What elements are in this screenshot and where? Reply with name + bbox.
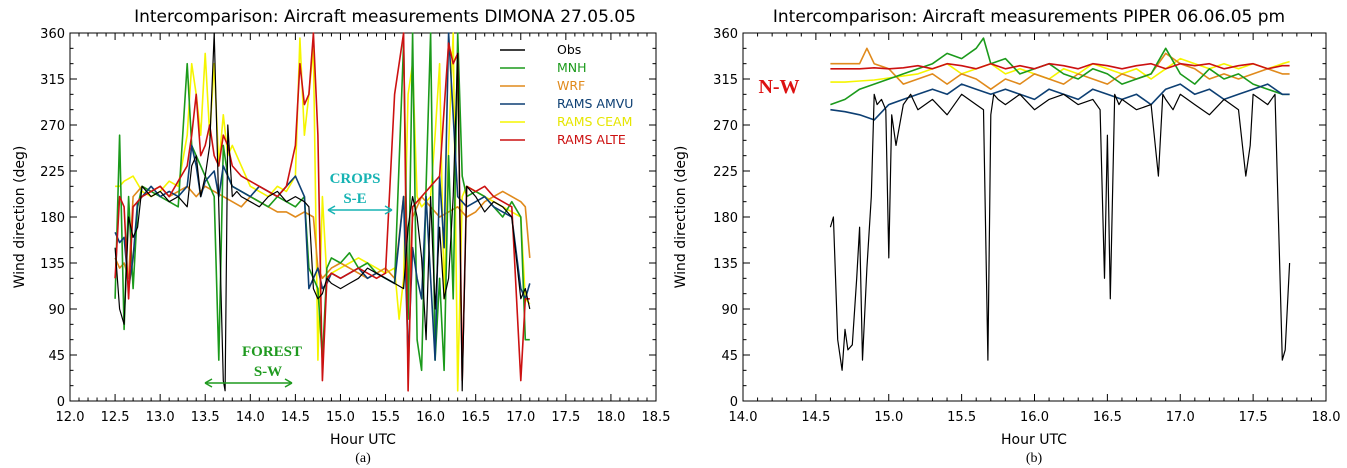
chart-title: Intercomparison: Aircraft measurements P…	[773, 7, 1285, 27]
y-axis-label: Wind direction (deg)	[12, 146, 28, 289]
x-tick-label: 18.0	[596, 410, 625, 425]
legend-item-rams-ceam: RAMS CEAM	[500, 114, 632, 129]
caption-a: (a)	[355, 451, 371, 466]
panel-a: Intercomparison: Aircraft measurements D…	[12, 7, 670, 466]
legend-item-mnh: MNH	[500, 60, 587, 75]
annotation-forest-direction: S-W	[254, 364, 282, 380]
series-line-mnh	[114, 32, 530, 372]
legend-item-wrf: WRF	[500, 78, 585, 93]
y-axis-label: Wind direction (deg)	[673, 146, 689, 289]
legend: Obs MNH WRF RAMS AMVU RAMS CEAM RAMS ALT…	[500, 42, 633, 147]
legend-label: WRF	[557, 78, 585, 93]
annotation-crops-arrowheads	[327, 205, 393, 215]
x-tick-label: 15.5	[947, 410, 976, 425]
caption-b: (b)	[1026, 451, 1043, 466]
plot-frame	[742, 32, 1327, 402]
x-tick-label: 16.5	[461, 410, 490, 425]
y-tick-label: 360	[713, 27, 738, 42]
x-tick-label: 18.5	[642, 410, 671, 425]
x-tick-label: 15.0	[326, 410, 355, 425]
x-tick-label: 14.5	[281, 410, 310, 425]
y-tick-label: 180	[40, 211, 65, 226]
series-line-rams-alte	[830, 62, 1290, 70]
y-tick-label: 135	[713, 257, 738, 272]
axis-ticks: 14.0 14.5 15.0 15.5 16.0 16.5 17.0 17.5 18.0 0 45 9…	[713, 27, 1340, 425]
series-group	[829, 37, 1291, 371]
series-line-rams-ceam	[830, 57, 1290, 83]
x-tick-label: 14.0	[236, 410, 265, 425]
annotation-forest-label: FOREST	[242, 344, 302, 360]
series-line-wrf	[114, 185, 531, 300]
annotation-crops-label: CROPS	[330, 171, 381, 187]
x-tick-label: 12.5	[101, 410, 130, 425]
x-axis-label: Hour UTC	[330, 432, 396, 448]
y-tick-label: 315	[40, 73, 65, 88]
annotation-crops: CROPS S-E	[327, 171, 393, 215]
series-line-rams-ceam	[115, 32, 531, 392]
series-line-obs	[114, 32, 531, 392]
y-tick-label: 45	[48, 349, 65, 364]
y-tick-label: 90	[721, 303, 738, 318]
y-tick-label: 225	[713, 165, 738, 180]
legend-label: MNH	[557, 60, 587, 75]
legend-label: RAMS ALTE	[557, 132, 626, 147]
y-tick-label: 180	[713, 211, 738, 226]
x-tick-label: 12.0	[56, 410, 85, 425]
panel-b: Intercomparison: Aircraft measurements P…	[673, 7, 1340, 466]
x-tick-label: 15.0	[874, 410, 903, 425]
x-axis-label: Hour UTC	[1001, 432, 1067, 448]
y-tick-label: 0	[57, 395, 65, 410]
chart-title: Intercomparison: Aircraft measurements D…	[134, 7, 636, 27]
annotation-forest-arrowheads	[204, 378, 293, 388]
x-tick-label: 16.0	[416, 410, 445, 425]
x-tick-label: 15.5	[371, 410, 400, 425]
y-tick-label: 225	[40, 165, 65, 180]
axis-ticks: 12.0 12.5 13.0 13.5 14.0 14.5 15.0 15.5 16.0 16.5…	[40, 27, 670, 425]
annotation-crops-direction: S-E	[343, 191, 366, 207]
y-tick-label: 0	[730, 395, 738, 410]
series-line-obs	[829, 93, 1291, 371]
legend-label: Obs	[557, 42, 581, 57]
series-line-rams-alte	[114, 32, 530, 392]
legend-item-obs: Obs	[500, 42, 581, 57]
series-group	[114, 32, 531, 392]
y-tick-label: 315	[713, 73, 738, 88]
y-tick-label: 90	[48, 303, 65, 318]
x-tick-label: 17.5	[551, 410, 580, 425]
y-tick-label: 45	[721, 349, 738, 364]
series-line-rams-amvu	[114, 32, 531, 361]
legend-item-rams-alte: RAMS ALTE	[500, 132, 626, 147]
legend-item-rams-amvu: RAMS AMVU	[500, 96, 633, 111]
series-line-mnh	[830, 37, 1290, 106]
annotation-forest: FOREST S-W	[204, 344, 302, 388]
annotation-nw: N-W	[758, 76, 799, 98]
x-tick-label: 17.5	[1239, 410, 1268, 425]
x-tick-label: 18.0	[1312, 410, 1341, 425]
y-tick-label: 270	[713, 119, 738, 134]
x-tick-label: 17.0	[1166, 410, 1195, 425]
legend-label: RAMS AMVU	[557, 96, 633, 111]
legend-label: RAMS CEAM	[557, 114, 632, 129]
x-tick-label: 16.0	[1020, 410, 1049, 425]
y-tick-label: 135	[40, 257, 65, 272]
y-tick-label: 360	[40, 27, 65, 42]
x-tick-label: 14.5	[801, 410, 830, 425]
x-tick-label: 16.5	[1093, 410, 1122, 425]
x-tick-label: 17.0	[506, 410, 535, 425]
x-tick-label: 13.0	[146, 410, 175, 425]
x-tick-label: 13.5	[191, 410, 220, 425]
x-tick-label: 14.0	[729, 410, 758, 425]
y-tick-label: 270	[40, 119, 65, 134]
